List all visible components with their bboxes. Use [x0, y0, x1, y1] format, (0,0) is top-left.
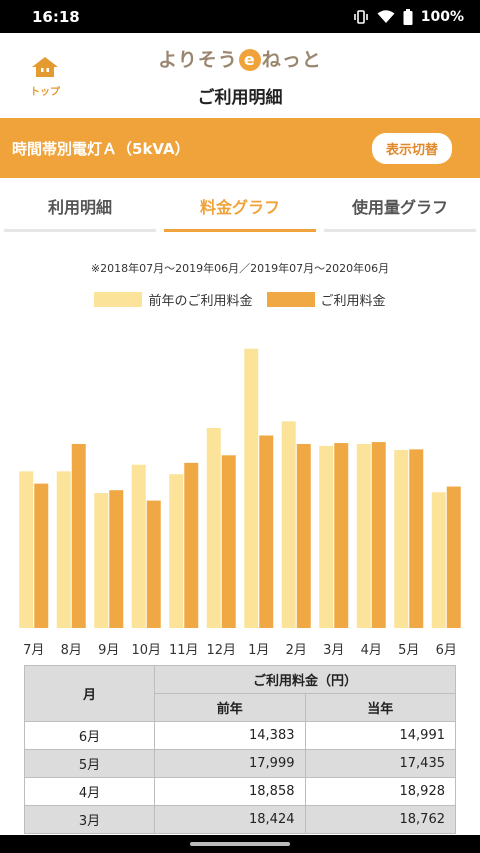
system-nav-bar: [0, 835, 480, 853]
bar-current-4: [146, 500, 161, 628]
bar-current-8: [296, 443, 311, 628]
home-gesture-handle[interactable]: [190, 842, 290, 846]
status-bar: 16:18 100%: [0, 0, 480, 33]
contract-bar: 時間帯別電灯Ａ（5kVA） 表示切替: [0, 118, 480, 178]
brand-logo: よりそう e ねっと: [0, 45, 480, 72]
logo-e-mark: e: [238, 49, 261, 71]
row-current-fee: 14,991: [304, 721, 456, 750]
wifi-icon: [377, 9, 395, 23]
row-month: 3月: [24, 805, 155, 834]
row-current-fee: 18,928: [304, 777, 456, 806]
bar-previous-6: [206, 427, 221, 628]
legend-item-previous: 前年のご利用料金: [94, 290, 253, 309]
row-previous-fee: 18,858: [154, 777, 306, 806]
bar-previous-10: [356, 443, 371, 628]
chart-legend: 前年のご利用料金 ご利用料金: [0, 290, 480, 309]
bar-previous-9: [319, 445, 334, 628]
bar-current-12: [446, 486, 461, 628]
row-previous-fee: 18,424: [154, 805, 306, 834]
x-tick-label: 1月: [248, 643, 269, 658]
table-header-previous: 前年: [154, 693, 306, 722]
x-tick-label: 11月: [169, 643, 199, 658]
x-tick-label: 4月: [361, 643, 382, 658]
row-previous-fee: 14,383: [154, 721, 306, 750]
bar-previous-1: [19, 471, 34, 628]
bar-previous-12: [431, 492, 446, 628]
table-row: 3月 18,424 18,762: [24, 805, 456, 834]
tab-bar: 利用明細 料金グラフ 使用量グラフ: [0, 178, 480, 234]
bar-previous-8: [281, 421, 296, 628]
vibrate-icon: [353, 9, 368, 24]
x-tick-label: 6月: [436, 643, 457, 658]
status-icons: 100%: [353, 8, 464, 25]
bar-current-11: [409, 449, 424, 628]
table-header-current: 当年: [304, 693, 456, 722]
bar-previous-5: [169, 474, 184, 628]
row-month: 4月: [24, 777, 155, 806]
legend-swatch-previous: [94, 292, 143, 307]
home-button[interactable]: トップ: [22, 55, 68, 105]
row-current-fee: 18,762: [304, 805, 456, 834]
x-tick-label: 3月: [323, 643, 344, 658]
table-row: 5月 17,999 17,435: [24, 749, 456, 778]
bar-previous-3: [94, 493, 109, 628]
x-tick-label: 10月: [131, 643, 161, 658]
bar-current-7: [259, 435, 274, 628]
row-current-fee: 17,435: [304, 749, 456, 778]
x-tick-label: 8月: [61, 643, 82, 658]
home-label: トップ: [30, 87, 60, 98]
tab-usage-details[interactable]: 利用明細: [0, 178, 160, 234]
bar-previous-4: [131, 464, 146, 628]
fee-table-container[interactable]: 月 ご利用料金（円） 前年 当年 6月 14,383 14,991 5月 17,…: [24, 665, 456, 835]
period-note: ※2018年07月〜2019年06月／2019年07月〜2020年06月: [90, 262, 390, 275]
bar-previous-7: [244, 348, 259, 628]
home-icon: [32, 57, 58, 77]
bar-previous-11: [394, 450, 409, 628]
logo-text-pre: よりそう: [158, 49, 238, 71]
table-header-fee: ご利用料金（円）: [154, 665, 456, 694]
table-row: 4月 18,858 18,928: [24, 777, 456, 806]
table-header-month: 月: [24, 665, 155, 722]
fee-table: 月 ご利用料金（円） 前年 当年 6月 14,383 14,991 5月 17,…: [24, 665, 456, 834]
bar-current-3: [109, 490, 124, 628]
bar-current-5: [184, 462, 199, 628]
bar-current-6: [221, 455, 236, 628]
bar-current-9: [334, 443, 349, 628]
row-month: 6月: [24, 721, 155, 750]
bar-current-10: [371, 442, 386, 628]
tab-usage-graph[interactable]: 使用量グラフ: [320, 178, 480, 234]
table-row: 6月 14,383 14,991: [24, 721, 456, 750]
bar-previous-2: [56, 471, 71, 628]
bar-current-1: [34, 483, 49, 628]
contract-name: 時間帯別電灯Ａ（5kVA）: [12, 139, 190, 158]
x-tick-label: 12月: [206, 643, 236, 658]
tab-fee-graph[interactable]: 料金グラフ: [160, 178, 320, 234]
legend-label-current: ご利用料金: [320, 294, 386, 309]
logo-text-post: ねっと: [261, 49, 322, 71]
x-tick-label: 2月: [286, 643, 307, 658]
status-time: 16:18: [32, 7, 80, 26]
page-title: ご利用明細: [197, 88, 283, 108]
bar-current-2: [71, 443, 86, 628]
row-month: 5月: [24, 749, 155, 778]
legend-swatch-current: [266, 292, 315, 307]
x-tick-label: 7月: [23, 643, 44, 658]
row-previous-fee: 17,999: [154, 749, 306, 778]
fee-bar-chart: 7月 8月 9月 10月 11月 12月 1月 2月 3月 4月 5月 6月: [19, 348, 461, 658]
display-switch-button[interactable]: 表示切替: [371, 132, 452, 164]
app-header: トップ よりそう e ねっと ご利用明細: [0, 33, 480, 118]
battery-icon: [403, 8, 413, 25]
x-tick-label: 9月: [98, 643, 119, 658]
battery-level: 100%: [420, 8, 464, 25]
legend-label-previous: 前年のご利用料金: [148, 294, 253, 309]
legend-item-current: ご利用料金: [266, 290, 386, 309]
x-tick-label: 5月: [398, 643, 419, 658]
